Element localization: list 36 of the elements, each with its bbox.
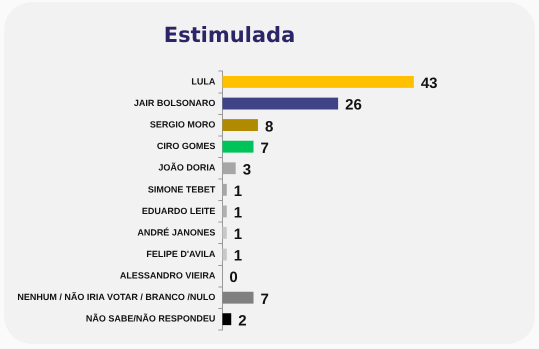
y-tick-label: ALESSANDRO VIEIRA <box>120 270 216 281</box>
y-tick-label: JOÃO DORIA <box>158 162 216 173</box>
data-label: 26 <box>345 96 362 114</box>
data-label: 7 <box>260 290 269 308</box>
bar <box>222 248 227 260</box>
data-label: 0 <box>229 269 238 286</box>
y-tick-label: SERGIO MORO <box>150 120 216 130</box>
bar <box>222 184 227 196</box>
bar <box>222 98 338 110</box>
y-tick-label: FELIPE D'AVILA <box>146 249 216 259</box>
data-label: 1 <box>234 182 242 200</box>
bar <box>222 205 227 218</box>
bar <box>222 76 414 88</box>
bar <box>222 292 254 304</box>
bar <box>222 119 258 132</box>
y-tick-label: EDUARDO LEITE <box>142 206 216 216</box>
data-label: 1 <box>234 204 242 222</box>
y-tick-label: SIMONE TEBET <box>148 184 216 194</box>
data-label: 8 <box>264 118 274 136</box>
data-label: 1 <box>234 226 242 244</box>
bar <box>222 140 254 153</box>
y-tick-label: LULA <box>191 76 216 86</box>
y-tick-label: CIRO GOMES <box>156 141 216 152</box>
bar <box>222 227 227 239</box>
data-label: 3 <box>242 161 252 178</box>
y-tick-label: NENHUM / NÃO IRIA VOTAR / BRANCO /NULO <box>17 291 216 302</box>
data-label: 1 <box>234 248 242 265</box>
y-tick-label: JAIR BOLSONARO <box>134 98 216 108</box>
chart-title: Estimulada <box>164 23 296 48</box>
data-label: 7 <box>260 140 269 157</box>
data-label: 43 <box>420 75 438 92</box>
data-label: 2 <box>238 312 247 330</box>
y-tick-label: ANDRÉ JANONES <box>137 227 216 238</box>
y-tick-label: NÃO SABE/NÃO RESPONDEU <box>86 312 216 324</box>
bar <box>222 162 236 174</box>
bar <box>222 313 232 326</box>
